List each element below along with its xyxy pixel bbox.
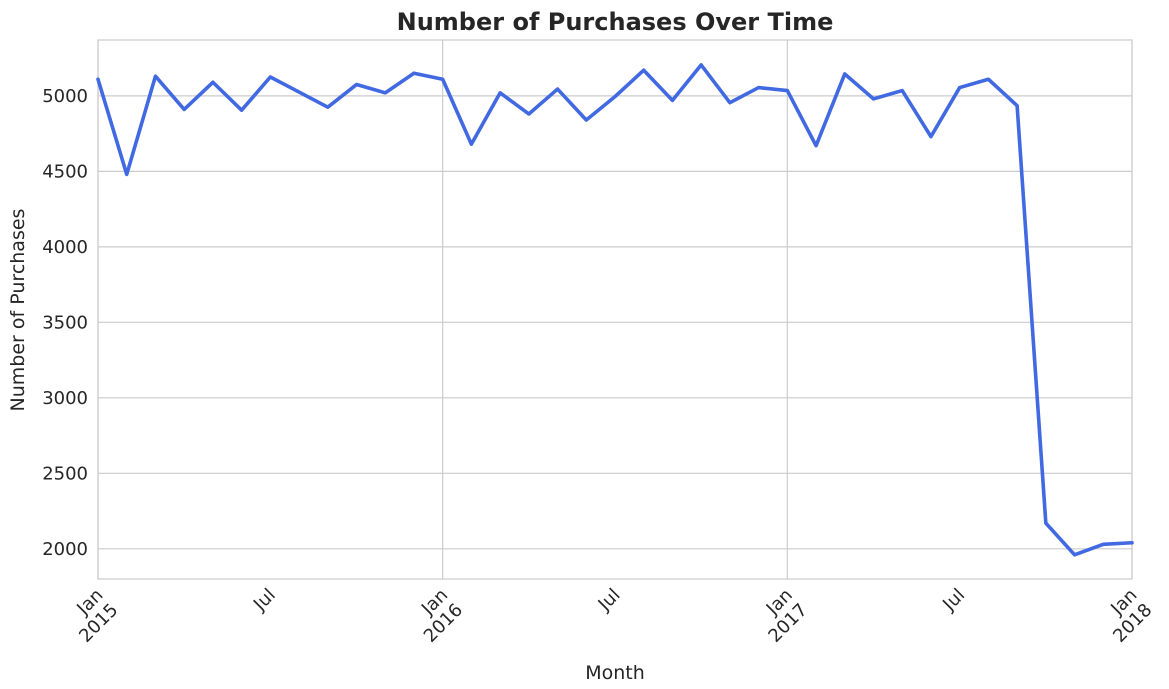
- x-tick-label: Jan2018: [1094, 585, 1156, 647]
- x-tick-label: Jan2016: [405, 585, 467, 647]
- y-tick-label: 2000: [42, 539, 88, 560]
- x-tick-label: Jul: [938, 585, 969, 616]
- x-tick-label: Jan2015: [60, 585, 122, 647]
- series-line: [96, 63, 1134, 557]
- x-axis-ticks: Jan2015 Jul Jan2016 Jul Jan2017 Jul Jan2018: [60, 585, 1156, 647]
- y-tick-label: 2500: [42, 463, 88, 484]
- y-axis-ticks: 2000 2500 3000 3500 4000 4500 5000: [42, 86, 88, 560]
- x-tick-label: Jul: [249, 585, 280, 616]
- x-axis-label: Month: [585, 662, 645, 684]
- y-tick-label: 5000: [42, 86, 88, 107]
- y-tick-label: 4500: [42, 161, 88, 182]
- x-tick-label: Jan2017: [750, 585, 812, 647]
- chart-title: Number of Purchases Over Time: [397, 8, 834, 36]
- x-tick-label: Jul: [594, 585, 625, 616]
- grid-layer: [97, 40, 1133, 579]
- y-tick-label: 3500: [42, 312, 88, 333]
- y-tick-label: 4000: [42, 237, 88, 258]
- plot-frame: [97, 39, 1133, 580]
- y-tick-label: 3000: [42, 388, 88, 409]
- y-axis-label: Number of Purchases: [7, 209, 29, 412]
